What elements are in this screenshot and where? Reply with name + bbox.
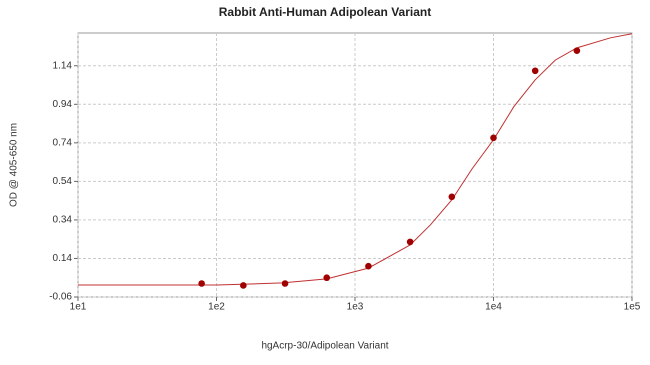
y-tick-label: 1.14: [53, 60, 73, 71]
y-tick-label: 0.14: [53, 253, 73, 264]
data-point: [490, 134, 497, 142]
x-axis-label: hgAcrp-30/Adipolean Variant: [261, 341, 388, 352]
chart-title: Rabbit Anti-Human Adipolean Variant: [219, 5, 431, 19]
y-tick-label: 0.54: [53, 176, 73, 187]
data-point: [323, 274, 331, 282]
x-tick-label: 1e5: [624, 302, 641, 313]
data-point: [281, 280, 289, 287]
data-point: [198, 280, 205, 287]
fit-curve: [78, 33, 633, 286]
y-axis-label: OD @ 405-650 nm: [9, 123, 20, 207]
y-tick-label: 0.94: [53, 99, 73, 110]
data-point: [365, 262, 372, 270]
data-point: [531, 67, 539, 75]
x-tick-label: 1e3: [347, 302, 364, 313]
x-tick-label: 1e4: [485, 302, 502, 313]
data-point: [406, 238, 414, 246]
y-tick-label: -0.06: [49, 292, 72, 303]
data-point: [448, 193, 456, 201]
x-tick-label: 1e1: [70, 302, 87, 313]
x-tick-label: 1e2: [208, 302, 225, 313]
data-point: [240, 282, 247, 289]
y-tick-label: 0.34: [53, 215, 73, 226]
y-tick-label: 0.74: [53, 137, 73, 148]
data-point: [573, 47, 581, 55]
